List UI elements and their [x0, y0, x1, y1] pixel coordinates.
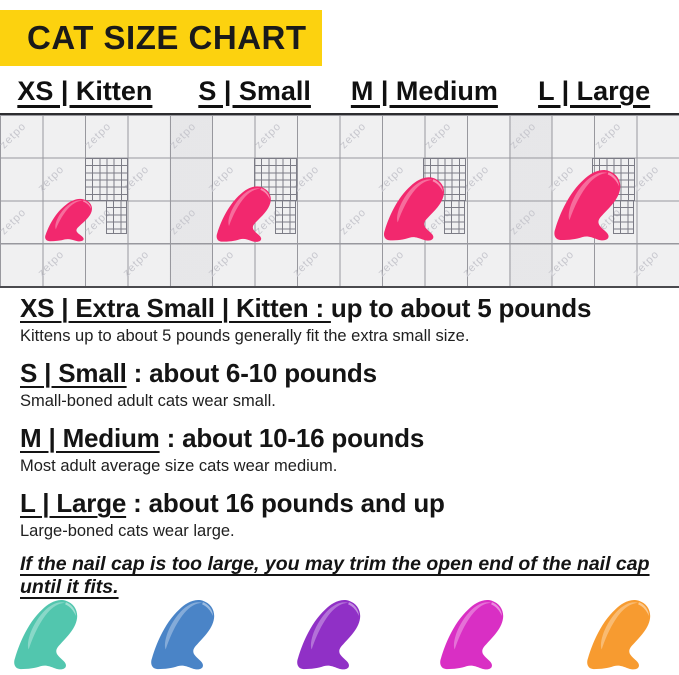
size-description-s: Small-boned adult cats wear small. — [20, 392, 276, 410]
size-header-row: XS | Kitten S | Small M | Medium L | Lar… — [0, 76, 679, 113]
page-title: CAT SIZE CHART — [27, 19, 307, 56]
color-options-row — [0, 592, 679, 672]
watermark-text: zetpo — [545, 248, 577, 280]
watermark-text: zetpo — [592, 120, 624, 152]
nail-cap-xs — [45, 198, 93, 242]
nail-cap-orange — [587, 599, 651, 670]
size-header-m: M | Medium — [350, 76, 498, 106]
watermark-text: zetpo — [630, 248, 662, 280]
size-description-m: Most adult average size cats wear medium… — [20, 457, 338, 475]
watermark-text: zetpo — [290, 248, 322, 280]
size-header-s: S | Small — [198, 76, 311, 106]
size-heading-l: L | Large : about 16 pounds and up — [20, 488, 445, 518]
size-descriptions: XS | Extra Small | Kitten : up to about … — [20, 293, 665, 599]
nail-cap-purple — [297, 599, 361, 670]
watermark-text: zetpo — [167, 120, 199, 152]
watermark-text: zetpo — [0, 120, 29, 152]
watermark-text: zetpo — [35, 162, 67, 194]
nail-cap-magenta — [440, 599, 504, 670]
watermark-text: zetpo — [252, 120, 284, 152]
title-banner: CAT SIZE CHART — [0, 10, 322, 66]
watermark-text: zetpo — [205, 248, 237, 280]
watermark-text: zetpo — [337, 205, 369, 237]
nail-cap-s — [216, 186, 271, 242]
watermark-text: zetpo — [0, 205, 29, 237]
size-description-xs: Kittens up to about 5 pounds generally f… — [20, 327, 470, 345]
size-heading-s: S | Small : about 6-10 pounds — [20, 358, 377, 388]
size-section-s: S | Small : about 6-10 pounds Small-bone… — [20, 358, 665, 411]
size-description-l: Large-boned cats wear large. — [20, 522, 235, 540]
watermark-text: zetpo — [507, 205, 539, 237]
watermark-text: zetpo — [167, 205, 199, 237]
size-section-l: L | Large : about 16 pounds and up Large… — [20, 488, 665, 541]
watermark-text: zetpo — [507, 120, 539, 152]
size-heading-m: M | Medium : about 10-16 pounds — [20, 423, 425, 453]
trim-note: If the nail cap is too large, you may tr… — [20, 553, 650, 598]
watermark-text: zetpo — [82, 120, 114, 152]
size-header-xs: XS | Kitten — [17, 76, 153, 106]
nail-cap-l — [554, 170, 621, 241]
size-section-m: M | Medium : about 10-16 pounds Most adu… — [20, 423, 665, 476]
watermark-text: zetpo — [460, 248, 492, 280]
nail-cap-m — [384, 177, 445, 241]
size-heading-xs: XS | Extra Small | Kitten : up to about … — [20, 293, 592, 323]
watermark-text: zetpo — [375, 248, 407, 280]
watermark-text: zetpo — [120, 248, 152, 280]
nail-cap-teal — [14, 599, 78, 670]
watermark-text: zetpo — [35, 248, 67, 280]
watermark-text: zetpo — [422, 120, 454, 152]
watermark-text: zetpo — [337, 120, 369, 152]
size-header-l: L | Large — [538, 76, 651, 106]
size-comparison-grid: zetpo zetpo zetpo zetpo zetpo zetpo zetpo zetpo… — [0, 113, 679, 288]
nail-cap-blue — [151, 599, 215, 670]
fine-grid-xs — [85, 157, 128, 234]
size-section-xs: XS | Extra Small | Kitten : up to about … — [20, 293, 665, 346]
